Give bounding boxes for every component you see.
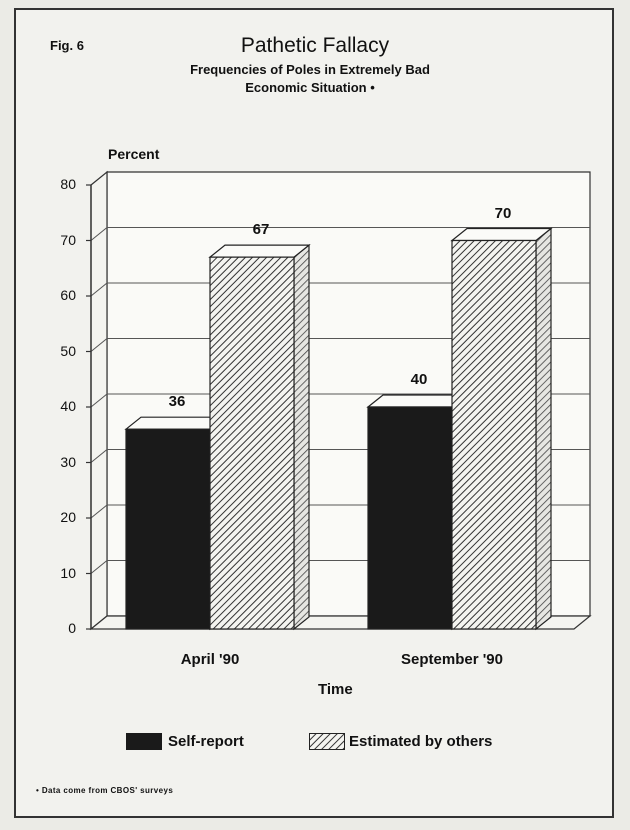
gridline xyxy=(90,393,590,408)
bar-value-label: 70 xyxy=(494,204,512,222)
y-tick-label: 40 xyxy=(60,398,76,414)
figure-label: Fig. 6 xyxy=(50,38,84,53)
subtitle-line-2: Economic Situation • xyxy=(245,80,375,95)
bar-front xyxy=(451,239,537,630)
gridline xyxy=(90,227,590,241)
bar-top xyxy=(450,227,553,242)
y-tick-label: 30 xyxy=(60,453,76,470)
y-tick-label: 70 xyxy=(60,231,76,248)
bar xyxy=(208,243,311,631)
bar-side xyxy=(293,243,310,631)
chart-title: Pathetic Fallacy xyxy=(240,34,390,57)
bar xyxy=(450,227,553,631)
y-tick-label: 0 xyxy=(68,620,76,636)
bar-front xyxy=(209,256,295,630)
subtitle-line-1: Frequencies of Poles in Extremely Bad xyxy=(190,62,430,77)
legend-label-estimated: Estimated by others xyxy=(349,733,493,750)
y-axis-label: Percent xyxy=(108,146,160,162)
legend-label-self-report: Self-report xyxy=(168,733,244,750)
bar-front xyxy=(367,406,453,630)
legend-swatch-estimated xyxy=(309,733,345,750)
y-tick-label: 20 xyxy=(60,509,76,525)
bar-side xyxy=(535,227,552,631)
bar-value-label: 36 xyxy=(168,393,186,411)
footnote: • Data come from CBOS' surveys xyxy=(36,786,174,795)
legend-swatch-self-report xyxy=(126,733,162,750)
y-tick-label: 60 xyxy=(60,287,76,303)
x-axis-label: Time xyxy=(318,681,353,698)
bar-top xyxy=(208,244,311,258)
bar-value-label: 40 xyxy=(410,371,428,388)
y-tick-label: 80 xyxy=(60,176,76,192)
y-tick-label: 50 xyxy=(60,342,76,359)
gridline xyxy=(90,282,590,297)
x-category-label: April '90 xyxy=(180,651,240,668)
chart-subtitle: Frequencies of Poles in Extremely Bad Ec… xyxy=(150,61,470,97)
y-tick-label: 10 xyxy=(60,564,76,581)
bar-value-label: 67 xyxy=(252,221,270,239)
bar-front xyxy=(125,428,211,630)
x-category-label: September '90 xyxy=(401,651,503,668)
gridline xyxy=(90,338,590,352)
